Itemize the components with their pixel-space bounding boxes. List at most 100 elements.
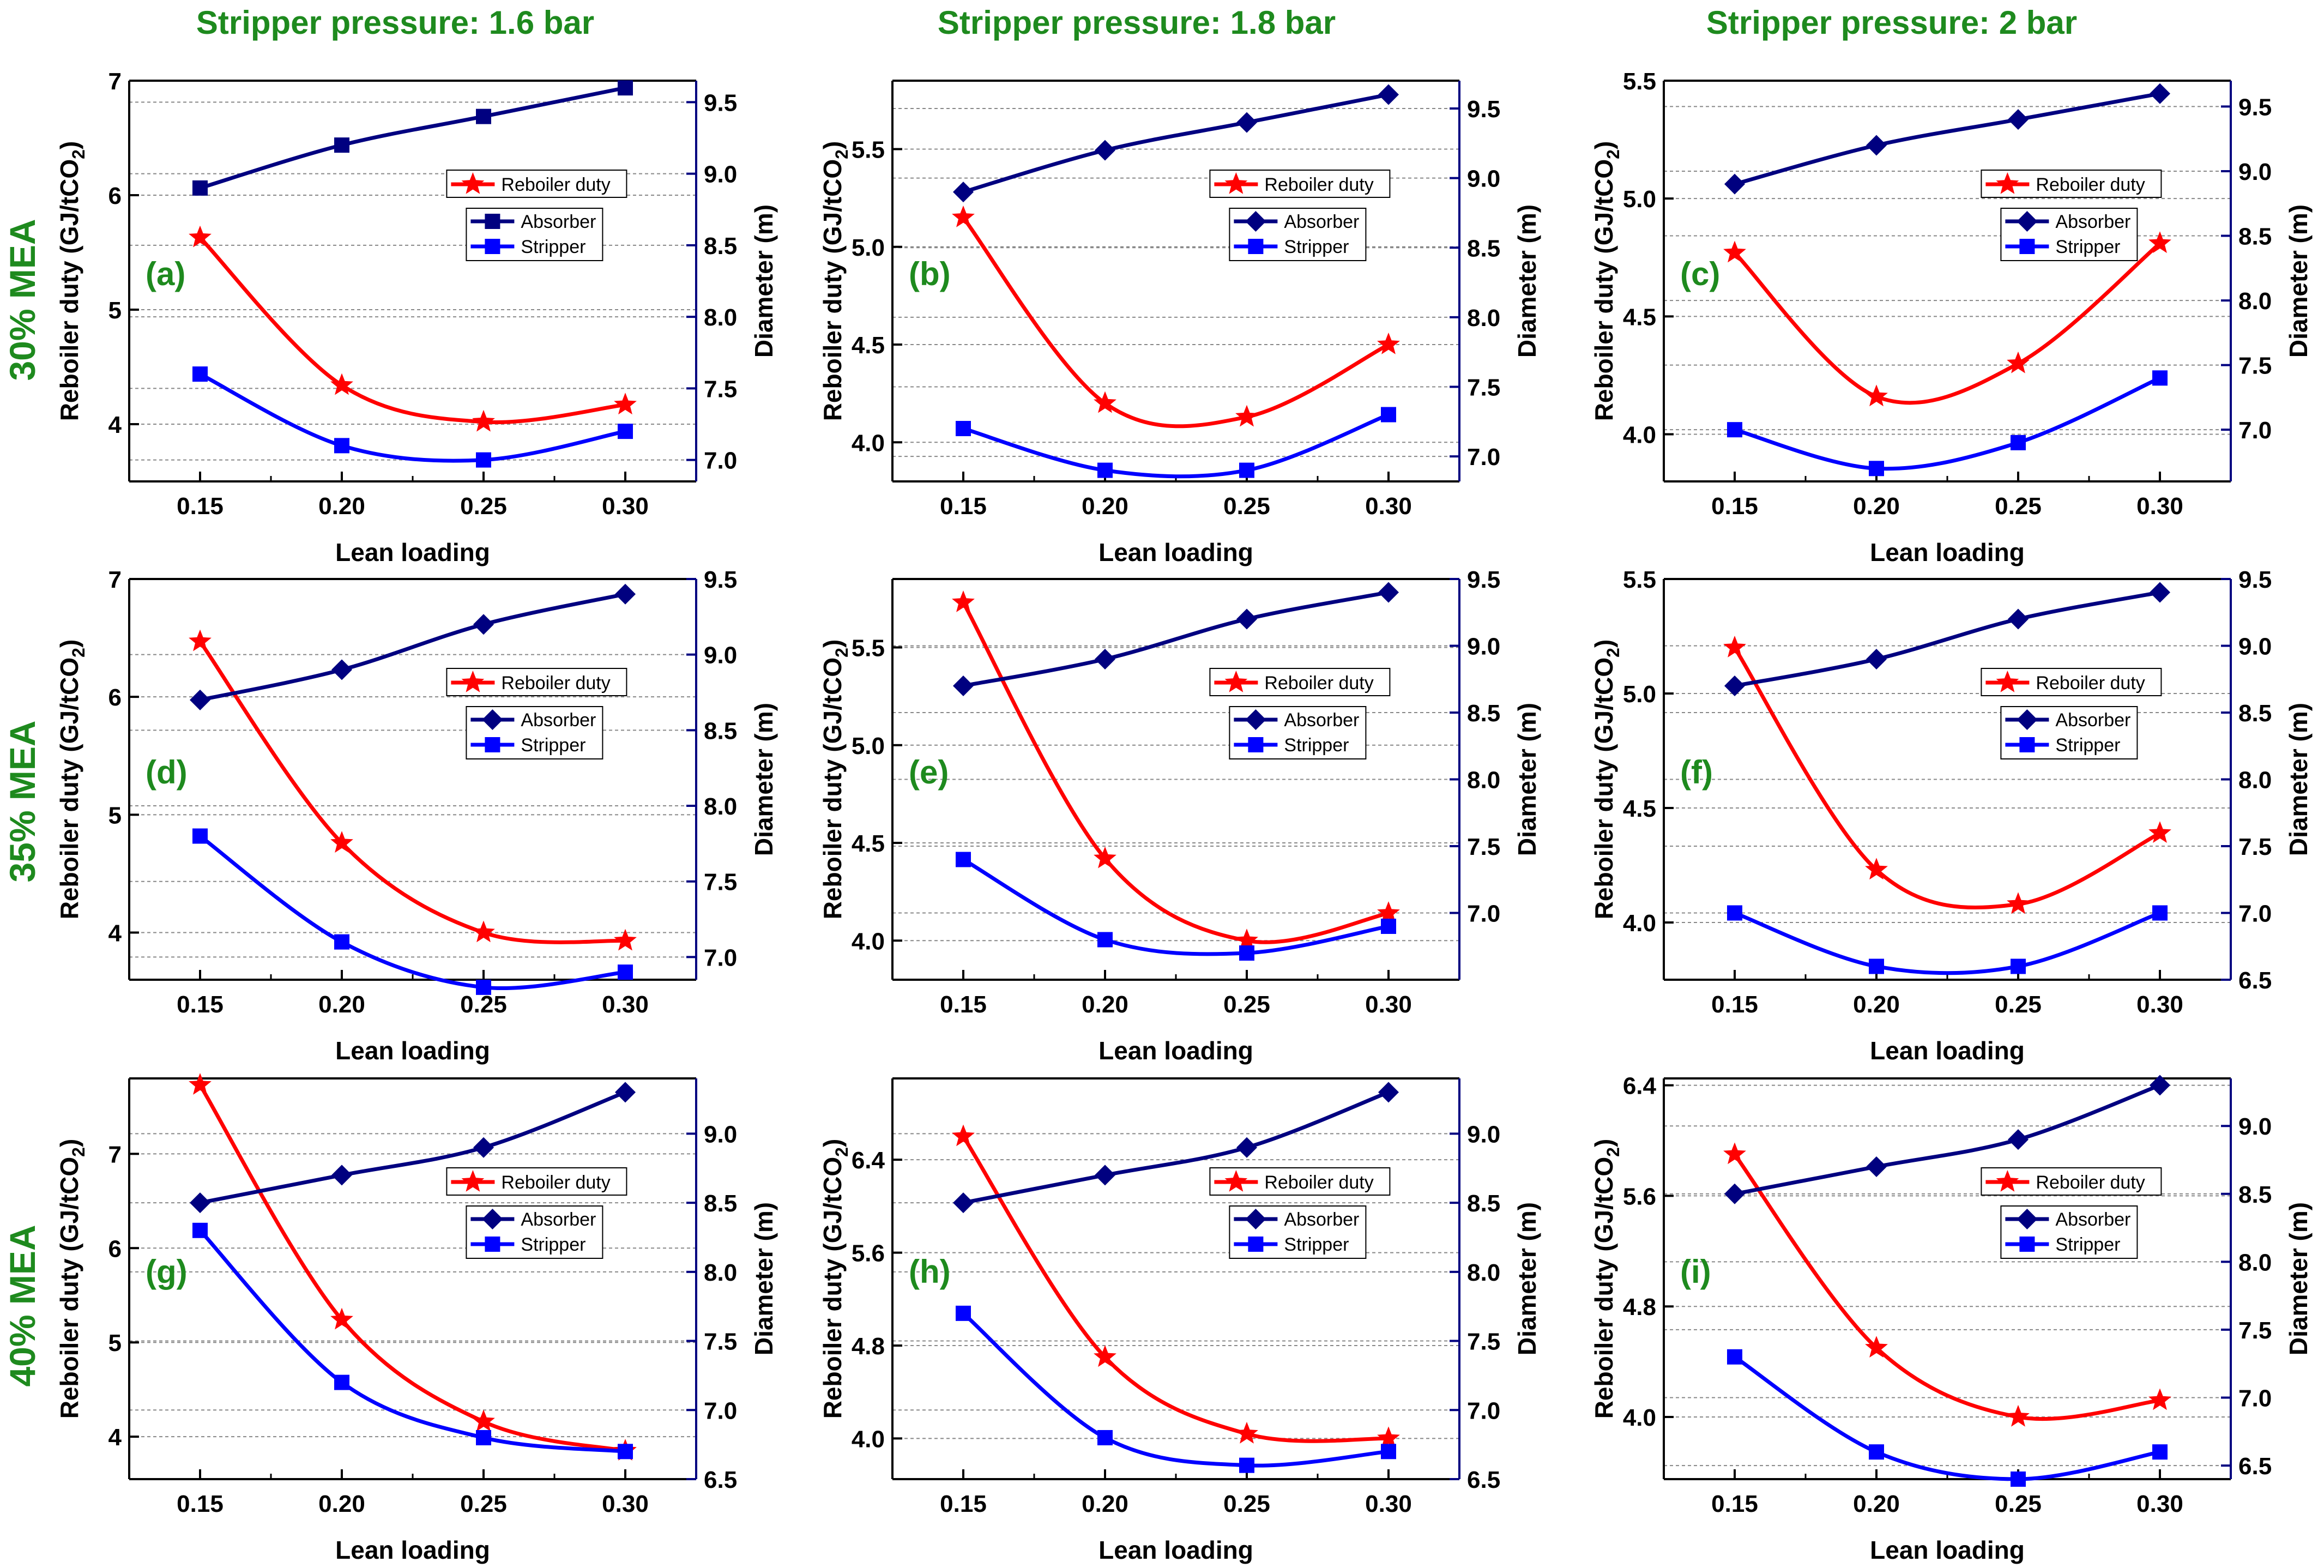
x-axis-title: Lean loading [1098, 1536, 1253, 1564]
y-axis-right-title: Diameter (m) [1513, 204, 1541, 358]
y-left-tick-label: 4 [108, 920, 122, 947]
legend-label: Absorber [2055, 710, 2130, 731]
y-left-tick-label: 5.5 [852, 136, 885, 163]
y-right-tick-label: 9.5 [704, 89, 737, 116]
data-point-reboiler-duty [1377, 1426, 1400, 1449]
y-left-tick-label: 4.8 [1623, 1294, 1656, 1320]
x-tick-label: 0.25 [460, 1491, 507, 1517]
y-right-tick-label: 7.0 [704, 1397, 737, 1424]
panel-g: 0.15 0.20 0.25 0.30 4 5 6 7 6.5 7.0 7.5 8.0 8.5 9.0 Le… [55, 1073, 778, 1564]
data-point-stripper [1381, 1444, 1396, 1460]
y-left-tick-label: 6 [108, 684, 122, 711]
y-right-tick-label: 8.5 [704, 233, 737, 260]
y-right-tick-label: 6.5 [704, 1467, 737, 1493]
y-left-tick-label: 4.8 [852, 1333, 885, 1360]
data-point-absorber [192, 180, 208, 196]
series-line-reboiler-duty [1733, 242, 2162, 405]
data-point-absorber [953, 676, 974, 696]
data-point-reboiler-duty [472, 920, 495, 943]
y-right-tick-label: 7.5 [2238, 353, 2272, 379]
legend-label: Absorber [2055, 1209, 2130, 1230]
y-right-tick-label: 9.5 [704, 566, 737, 593]
y-right-tick-label: 9.0 [2238, 159, 2272, 185]
y-left-tick-label: 5.0 [1623, 681, 1656, 708]
panel-a: 0.15 0.20 0.25 0.30 4 5 6 7 7.0 7.5 8.0 8.5 9.0 9.5 Le… [55, 68, 778, 566]
x-tick-label: 0.20 [1853, 1491, 1900, 1517]
y-left-tick-label: 7 [108, 68, 122, 95]
x-tick-label: 0.20 [318, 493, 365, 520]
legend-reboiler: Reboiler duty [1209, 668, 1391, 696]
y-axis-left-title: Reboiler duty (GJ/tCO2) [55, 640, 88, 920]
data-point-stripper [2011, 1471, 2026, 1487]
data-point-absorber [1378, 1082, 1399, 1103]
data-point-stripper [334, 438, 349, 454]
data-point-absorber [331, 1165, 352, 1186]
y-right-tick-label: 8.0 [704, 1259, 737, 1286]
panel-label: (h) [909, 1253, 951, 1290]
legend-reboiler: Reboiler duty [446, 170, 627, 198]
data-point-stripper [1869, 1444, 1884, 1460]
data-point-reboiler-duty [952, 206, 975, 227]
legend-reboiler: Reboiler duty [446, 1167, 627, 1196]
data-point-stripper [192, 366, 208, 382]
data-point-stripper [476, 452, 491, 468]
subscript: 2 [1603, 648, 1623, 658]
data-point-absorber [2008, 109, 2029, 130]
y-left-tick-label: 4.0 [852, 430, 885, 456]
legend-diameter: Absorber Stripper [2000, 208, 2138, 261]
y-right-tick-label: 8.5 [704, 1190, 737, 1217]
x-tick-label: 0.15 [940, 1491, 987, 1517]
y-right-tick-label: 6.5 [2238, 1453, 2272, 1480]
data-point-reboiler-duty [330, 373, 353, 395]
x-tick-label: 0.30 [1365, 1491, 1412, 1517]
data-point-reboiler-duty [1865, 1336, 1888, 1358]
y-right-tick-label: 7.0 [1467, 444, 1500, 471]
legend-reboiler: Reboiler duty [1981, 170, 2162, 198]
legend-label: Stripper [1284, 735, 1349, 756]
y-right-tick-label: 8.5 [1467, 235, 1500, 262]
data-point-stripper [2152, 905, 2168, 921]
data-point-reboiler-duty [1094, 1345, 1116, 1367]
x-tick-label: 0.25 [1995, 991, 2042, 1018]
data-point-reboiler-duty [952, 590, 975, 612]
data-point-reboiler-duty [1094, 391, 1116, 413]
x-axis-title: Lean loading [335, 1036, 490, 1065]
y-right-tick-label: 8.0 [704, 793, 737, 820]
paren: ) [55, 141, 83, 149]
legend-reboiler: Reboiler duty [446, 668, 627, 696]
series-line-absorber [963, 590, 1389, 688]
data-point-stripper [2011, 958, 2026, 974]
data-point-absorber [615, 1082, 636, 1103]
x-tick-label: 0.30 [602, 493, 649, 520]
data-point-absorber [1724, 676, 1745, 696]
data-point-stripper [192, 828, 208, 844]
y-right-tick-label: 7.0 [2238, 417, 2272, 444]
y-left-tick-label: 5.5 [852, 635, 885, 661]
data-point-absorber [953, 182, 974, 203]
data-point-stripper [1239, 462, 1254, 478]
data-point-absorber [1236, 1137, 1257, 1158]
data-point-stripper [1381, 919, 1396, 934]
data-point-absorber [473, 614, 494, 635]
y-left-tick-label: 4.0 [1623, 1404, 1656, 1431]
panel-label: (i) [1680, 1253, 1711, 1290]
x-tick-label: 0.30 [602, 991, 649, 1018]
x-axis-title: Lean loading [1870, 1536, 2025, 1564]
y-right-tick-label: 7.5 [2238, 834, 2272, 860]
data-point-stripper [1097, 462, 1113, 478]
legend-diameter: Absorber Stripper [1229, 208, 1367, 261]
y-axis-right-title: Diameter (m) [2284, 1202, 2313, 1355]
y-left-tick-label: 5.5 [1623, 566, 1656, 593]
column-title: Stripper pressure: 2 bar [1706, 4, 2077, 41]
series-line-reboiler-duty [1733, 1153, 2160, 1421]
y-left-tick-label: 5.6 [1623, 1183, 1656, 1210]
x-tick-label: 0.20 [1082, 1491, 1128, 1517]
x-tick-label: 0.25 [460, 493, 507, 520]
data-point-absorber [1236, 608, 1257, 630]
legend-label: Absorber [521, 212, 596, 232]
panel-label: (d) [146, 754, 188, 791]
legend-label: Stripper [2055, 1234, 2120, 1255]
row-label: 35% MEA [2, 720, 43, 882]
legend-label: Absorber [1284, 710, 1359, 731]
series-line-reboiler-duty [198, 640, 626, 944]
